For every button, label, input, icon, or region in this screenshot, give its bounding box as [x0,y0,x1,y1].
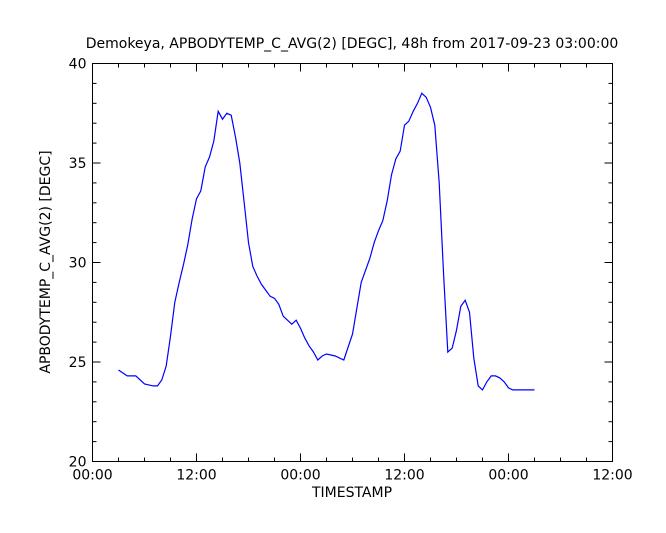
y-axis: 20 25 30 35 40 [69,57,613,471]
x-tick-label: 00:00 [488,468,528,484]
plot-frame [92,63,613,462]
chart-title: Demokeya, APBODYTEMP_C_AVG(2) [DEGC], 48… [86,36,619,52]
x-tick-label: 00:00 [280,468,320,484]
y-tick-label: 30 [69,256,87,272]
y-axis-label: APBODYTEMP_C_AVG(2) [DEGC] [38,150,54,373]
x-axis-label: TIMESTAMP [311,485,392,501]
x-tick-label: 12:00 [176,468,216,484]
y-tick-label: 25 [69,355,87,371]
x-tick-label: 00:00 [72,468,112,484]
y-tick-label: 40 [69,57,87,73]
x-tick-label: 12:00 [592,468,632,484]
y-tick-label: 35 [69,156,87,172]
x-tick-label: 12:00 [384,468,424,484]
series-line [118,92,535,391]
x-axis: 00:00 12:00 00:00 12:00 00:00 12:00 [72,63,633,484]
y-tick-label: 20 [69,455,87,471]
